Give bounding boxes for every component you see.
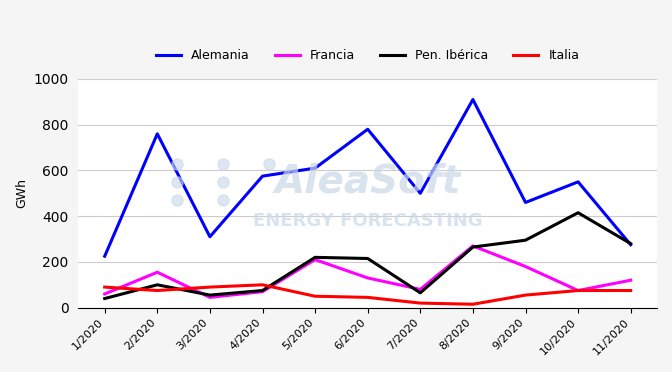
Francia [416, 287, 424, 292]
Italia [311, 294, 319, 298]
Legend: Alemania, Francia, Pen. Ibérica, Italia: Alemania, Francia, Pen. Ibérica, Italia [151, 44, 585, 67]
Francia [627, 278, 635, 282]
Pen. Ibérica [153, 283, 161, 287]
Pen. Ibérica [416, 291, 424, 295]
Italia [627, 288, 635, 293]
Francia [259, 289, 267, 294]
Alemania [469, 97, 477, 102]
Alemania [206, 234, 214, 239]
Pen. Ibérica [574, 211, 582, 215]
Pen. Ibérica [521, 238, 530, 243]
Text: ENERGY FORECASTING: ENERGY FORECASTING [253, 212, 482, 230]
Francia [153, 270, 161, 275]
Italia [469, 302, 477, 307]
Line: Italia: Italia [105, 285, 631, 304]
Pen. Ibérica [206, 293, 214, 297]
Alemania [416, 191, 424, 196]
Alemania [521, 200, 530, 205]
Pen. Ibérica [101, 296, 109, 301]
Francia [206, 295, 214, 299]
Francia [469, 244, 477, 248]
Alemania [311, 166, 319, 170]
Italia [416, 301, 424, 305]
Italia [364, 295, 372, 299]
Francia [101, 292, 109, 296]
Italia [574, 288, 582, 293]
Italia [521, 293, 530, 297]
Pen. Ibérica [627, 241, 635, 246]
Alemania [627, 243, 635, 247]
Francia [364, 276, 372, 280]
Francia [521, 264, 530, 269]
Alemania [364, 127, 372, 131]
Pen. Ibérica [364, 256, 372, 261]
Alemania [259, 174, 267, 178]
Italia [206, 285, 214, 289]
Alemania [574, 180, 582, 184]
Francia [574, 288, 582, 293]
Italia [101, 285, 109, 289]
Francia [311, 257, 319, 262]
Italia [259, 283, 267, 287]
Italia [153, 288, 161, 293]
Text: AleaSoft: AleaSoft [275, 163, 461, 201]
Pen. Ibérica [311, 255, 319, 260]
Alemania [153, 132, 161, 136]
Line: Francia: Francia [105, 246, 631, 297]
Alemania [101, 254, 109, 259]
Pen. Ibérica [469, 245, 477, 249]
Pen. Ibérica [259, 288, 267, 293]
Y-axis label: GWh: GWh [15, 178, 28, 208]
Line: Alemania: Alemania [105, 99, 631, 256]
Line: Pen. Ibérica: Pen. Ibérica [105, 213, 631, 298]
